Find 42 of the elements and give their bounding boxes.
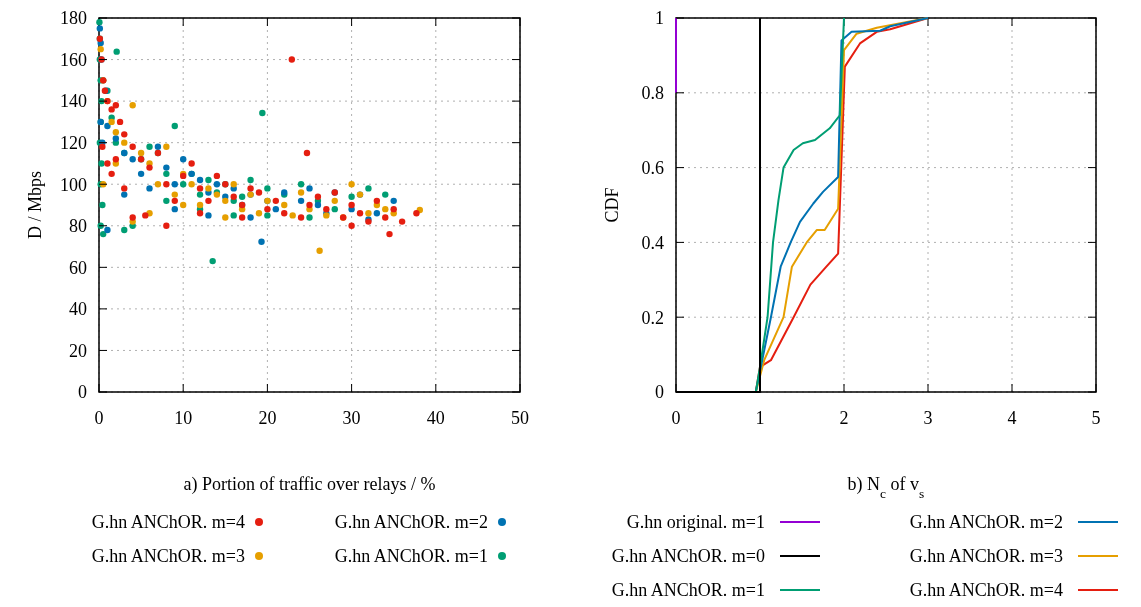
x-tick-label: 0 bbox=[94, 408, 104, 428]
x-axis-title: b) N$_{c}$ of v$_{s}$ bbox=[847, 474, 925, 501]
x-tick-label: 20 bbox=[258, 408, 277, 428]
y-tick-label: 0 bbox=[655, 382, 664, 403]
x-tick-label: 30 bbox=[342, 408, 361, 428]
y-tick-label: 0.6 bbox=[641, 157, 664, 178]
x-tick-label: 10 bbox=[174, 408, 193, 428]
x-tick-label: 0 bbox=[671, 408, 681, 428]
x-tick-label: 4 bbox=[1007, 408, 1017, 428]
y-axis-title: D / Mbps bbox=[25, 170, 45, 240]
x-tick-label: 2 bbox=[839, 408, 849, 428]
legend-label: G.hn ANChOR. m=1 bbox=[334, 546, 488, 567]
y-axis-title: CDF bbox=[602, 187, 622, 223]
x-tick-label: 50 bbox=[511, 408, 529, 428]
x-tick-label: 3 bbox=[923, 408, 933, 428]
legend-label: G.hn ANChOR. m=2 bbox=[334, 512, 488, 533]
y-tick-label: 0 bbox=[78, 382, 87, 403]
legend-label: G.hn ANChOR. m=1 bbox=[611, 580, 765, 601]
y-tick-label: 20 bbox=[69, 340, 87, 361]
legend-label: G.hn original. m=1 bbox=[626, 512, 765, 533]
legend-label: G.hn ANChOR. m=4 bbox=[909, 580, 1063, 601]
legend-label: G.hn ANChOR. m=3 bbox=[91, 546, 245, 567]
x-axis-title: a) Portion of traffic over relays / % bbox=[183, 474, 436, 495]
x-tick-label: 40 bbox=[426, 408, 445, 428]
y-tick-label: 0.2 bbox=[641, 307, 664, 328]
y-tick-label: 160 bbox=[60, 49, 87, 70]
x-tick-label: 1 bbox=[755, 408, 765, 428]
legend-label: G.hn ANChOR. m=4 bbox=[91, 512, 245, 533]
y-tick-label: 100 bbox=[60, 174, 87, 195]
y-tick-label: 0.8 bbox=[641, 83, 664, 104]
legend-label: G.hn ANChOR. m=2 bbox=[909, 512, 1063, 533]
legend-label: G.hn ANChOR. m=0 bbox=[611, 546, 765, 567]
y-tick-label: 80 bbox=[69, 216, 87, 237]
y-tick-label: 120 bbox=[60, 132, 87, 153]
y-tick-label: 0.4 bbox=[641, 232, 664, 253]
y-tick-label: 180 bbox=[60, 8, 87, 29]
y-tick-label: 40 bbox=[69, 299, 87, 320]
y-tick-label: 60 bbox=[69, 257, 87, 278]
y-tick-label: 140 bbox=[60, 91, 87, 112]
x-tick-label: 5 bbox=[1091, 408, 1101, 428]
y-tick-label: 1 bbox=[655, 8, 664, 29]
legend-label: G.hn ANChOR. m=3 bbox=[909, 546, 1063, 567]
